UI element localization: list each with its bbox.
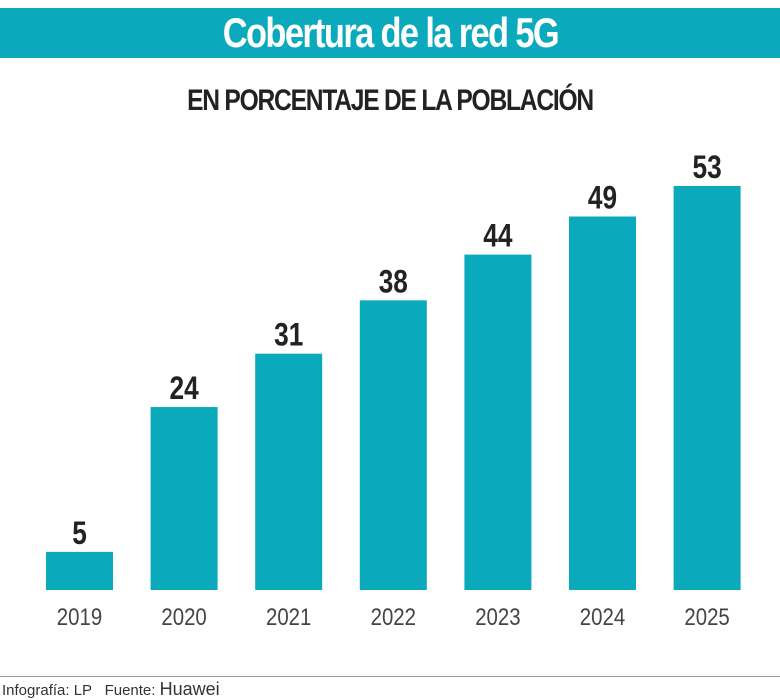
source-label: Fuente: <box>104 682 156 699</box>
data-label: 53 <box>693 151 722 186</box>
bar-2025 <box>673 186 741 590</box>
bar-2021 <box>255 353 323 590</box>
credit: Infografía: LP <box>2 682 93 699</box>
bar-2022 <box>359 300 427 590</box>
x-tick-label: 2019 <box>57 603 102 630</box>
bar-chart: 5 2019 24 2020 31 2021 38 2022 44 2023 49 2024 53 202… <box>46 151 741 630</box>
bar-2024 <box>569 216 636 590</box>
source: Huawei <box>159 679 220 699</box>
x-tick-label: 2022 <box>371 603 416 630</box>
chart-title: Cobertura de la red 5G <box>222 9 559 56</box>
x-tick-label: 2023 <box>475 603 520 630</box>
title-bar: Cobertura de la red 5G <box>0 8 780 58</box>
data-label: 38 <box>379 265 408 300</box>
data-label: 31 <box>274 318 303 353</box>
data-label: 24 <box>170 372 200 407</box>
bar-2019 <box>46 551 113 590</box>
chart-subtitle: EN PORCENTAJE DE LA POBLACIÓN <box>187 84 594 117</box>
bar-2023 <box>464 254 532 591</box>
data-label: 5 <box>72 517 87 552</box>
footer: Infografía: LP Fuente: Huawei <box>2 679 220 700</box>
x-tick-label: 2021 <box>266 603 311 630</box>
x-tick-label: 2024 <box>580 603 625 630</box>
data-label: 44 <box>483 219 513 254</box>
bar-2020 <box>150 407 218 590</box>
footer-divider <box>0 676 780 677</box>
x-tick-label: 2020 <box>161 603 206 630</box>
data-label: 49 <box>588 181 617 216</box>
x-tick-label: 2025 <box>684 603 729 630</box>
